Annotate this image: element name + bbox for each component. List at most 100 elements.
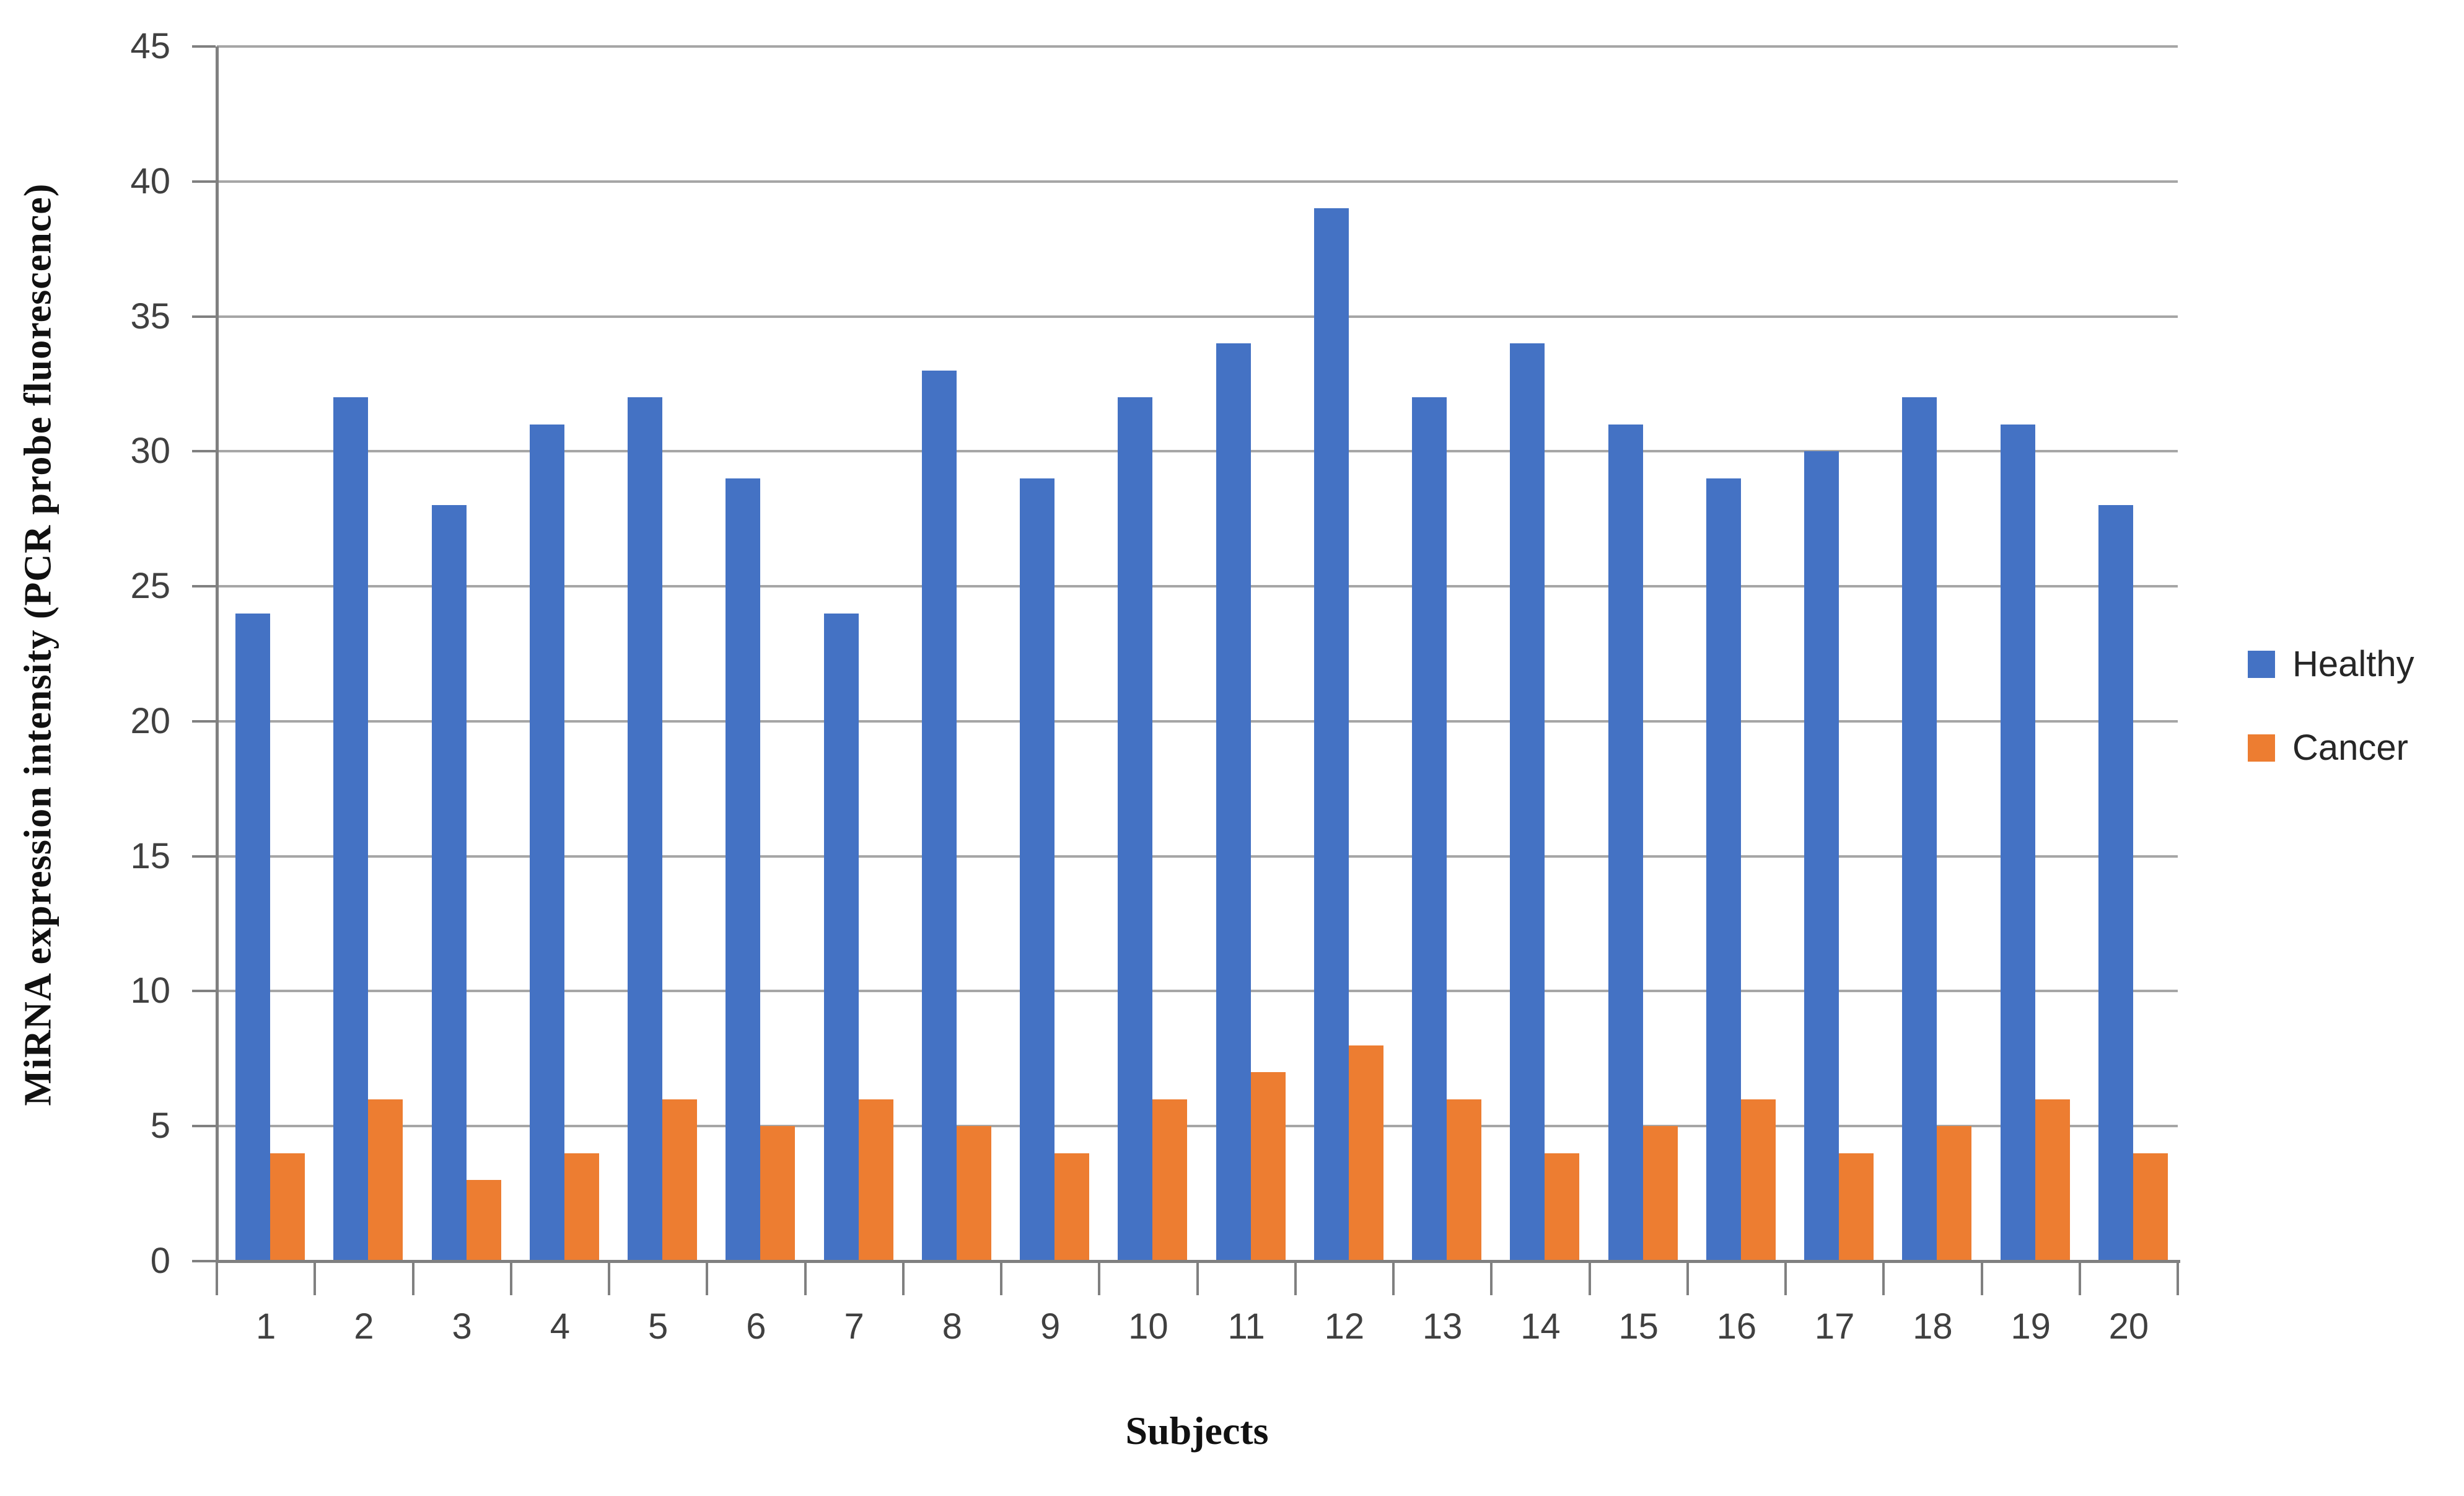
x-tick-mark-0 xyxy=(216,1263,218,1295)
y-tick-label-10: 10 xyxy=(130,970,170,1011)
gridline-y-30 xyxy=(217,450,2178,453)
bar-cancer-subject-20 xyxy=(2133,1153,2168,1261)
x-tick-mark-6 xyxy=(804,1263,807,1295)
y-tick-mark-0 xyxy=(192,1260,216,1262)
bar-healthy-subject-2 xyxy=(333,397,369,1261)
bar-cancer-subject-17 xyxy=(1839,1153,1874,1261)
bar-healthy-subject-17 xyxy=(1804,451,1839,1261)
bar-cancer-subject-7 xyxy=(858,1099,893,1261)
bar-healthy-subject-13 xyxy=(1412,397,1447,1261)
bar-cancer-subject-3 xyxy=(466,1180,501,1261)
x-tick-label-3: 3 xyxy=(452,1306,472,1347)
bar-cancer-subject-1 xyxy=(270,1153,305,1261)
legend-entry-cancer: Cancer xyxy=(2248,727,2414,768)
gridline-y-45 xyxy=(217,45,2178,48)
bar-cancer-subject-15 xyxy=(1642,1126,1678,1261)
x-tick-label-18: 18 xyxy=(1913,1306,1953,1347)
x-tick-mark-14 xyxy=(1588,1263,1591,1295)
gridline-y-35 xyxy=(217,315,2178,318)
x-tick-mark-15 xyxy=(1686,1263,1689,1295)
x-tick-label-16: 16 xyxy=(1716,1306,1757,1347)
y-tick-mark-5 xyxy=(192,1125,216,1128)
bar-healthy-subject-18 xyxy=(1902,397,1937,1261)
legend-label-cancer: Cancer xyxy=(2292,728,2408,768)
y-tick-mark-30 xyxy=(192,450,216,453)
y-tick-label-25: 25 xyxy=(130,566,170,607)
x-tick-label-17: 17 xyxy=(1814,1306,1855,1347)
bar-cancer-subject-9 xyxy=(1054,1153,1089,1261)
y-tick-mark-45 xyxy=(192,45,216,48)
y-tick-label-20: 20 xyxy=(130,700,170,741)
x-tick-label-19: 19 xyxy=(2010,1306,2051,1347)
bar-cancer-subject-8 xyxy=(956,1126,991,1261)
plot-area xyxy=(217,45,2178,1262)
y-tick-mark-25 xyxy=(192,585,216,588)
x-axis-title: Subjects xyxy=(1125,1409,1269,1453)
bar-cancer-subject-13 xyxy=(1447,1099,1481,1261)
bar-healthy-subject-19 xyxy=(2000,424,2035,1261)
x-tick-mark-12 xyxy=(1392,1263,1395,1295)
x-tick-mark-19 xyxy=(2078,1263,2081,1295)
x-tick-mark-10 xyxy=(1196,1263,1199,1295)
bar-cancer-subject-10 xyxy=(1152,1099,1188,1261)
x-tick-label-1: 1 xyxy=(255,1306,276,1347)
x-tick-mark-13 xyxy=(1490,1263,1493,1295)
x-tick-mark-18 xyxy=(1980,1263,1983,1295)
x-tick-mark-16 xyxy=(1784,1263,1787,1295)
bar-healthy-subject-4 xyxy=(529,424,564,1261)
x-tick-label-13: 13 xyxy=(1422,1306,1463,1347)
bar-cancer-subject-2 xyxy=(368,1099,403,1261)
y-tick-label-0: 0 xyxy=(150,1241,170,1281)
bar-cancer-subject-19 xyxy=(2035,1099,2070,1261)
y-tick-mark-10 xyxy=(192,990,216,993)
bar-cancer-subject-5 xyxy=(662,1099,697,1261)
x-tick-label-10: 10 xyxy=(1128,1306,1168,1347)
y-tick-mark-40 xyxy=(192,180,216,183)
gridline-y-5 xyxy=(217,1125,2178,1128)
bar-cancer-subject-16 xyxy=(1740,1099,1776,1261)
bar-healthy-subject-11 xyxy=(1216,343,1251,1261)
y-tick-label-5: 5 xyxy=(150,1106,170,1146)
y-tick-label-35: 35 xyxy=(130,296,170,337)
bar-cancer-subject-14 xyxy=(1545,1153,1580,1261)
cancer-series-swatch-icon xyxy=(2248,734,2275,762)
y-tick-label-15: 15 xyxy=(130,835,170,876)
y-axis-line xyxy=(216,46,219,1262)
bar-cancer-subject-6 xyxy=(760,1126,796,1261)
bar-healthy-subject-12 xyxy=(1313,208,1349,1261)
bar-healthy-subject-15 xyxy=(1608,424,1643,1261)
y-tick-label-30: 30 xyxy=(130,431,170,472)
x-tick-mark-1 xyxy=(313,1263,317,1295)
x-tick-label-5: 5 xyxy=(647,1306,669,1347)
x-tick-label-7: 7 xyxy=(844,1306,864,1347)
bar-healthy-subject-14 xyxy=(1510,343,1545,1261)
y-tick-mark-15 xyxy=(192,855,216,858)
bar-healthy-subject-1 xyxy=(235,613,270,1261)
y-tick-mark-35 xyxy=(192,315,216,318)
legend: Healthy Cancer xyxy=(2248,643,2414,811)
bar-healthy-subject-6 xyxy=(726,478,761,1261)
x-tick-label-14: 14 xyxy=(1520,1306,1561,1347)
x-tick-mark-5 xyxy=(706,1263,709,1295)
x-axis-line xyxy=(216,1260,2180,1263)
x-tick-label-15: 15 xyxy=(1618,1306,1659,1347)
x-tick-label-2: 2 xyxy=(354,1306,374,1347)
bar-healthy-subject-16 xyxy=(1706,478,1741,1261)
gridline-y-20 xyxy=(217,719,2178,723)
x-tick-mark-7 xyxy=(901,1263,905,1295)
x-tick-label-12: 12 xyxy=(1324,1306,1365,1347)
x-tick-mark-4 xyxy=(608,1263,610,1295)
y-tick-label-40: 40 xyxy=(130,161,170,201)
x-tick-label-9: 9 xyxy=(1040,1306,1061,1347)
y-tick-label-45: 45 xyxy=(130,26,170,66)
bar-cancer-subject-4 xyxy=(564,1153,599,1261)
legend-label-healthy: Healthy xyxy=(2292,644,2414,684)
x-tick-label-6: 6 xyxy=(746,1306,766,1347)
bar-cancer-subject-12 xyxy=(1348,1045,1383,1261)
bar-cancer-subject-11 xyxy=(1250,1072,1286,1261)
bar-healthy-subject-3 xyxy=(431,505,467,1261)
gridline-y-25 xyxy=(217,585,2178,588)
x-tick-mark-11 xyxy=(1294,1263,1297,1295)
x-tick-label-8: 8 xyxy=(942,1306,962,1347)
